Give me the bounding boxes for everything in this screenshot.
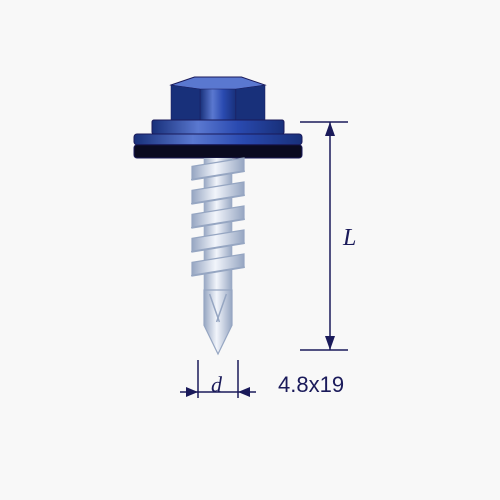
washer-rubber bbox=[134, 145, 302, 158]
dim-L-arrow-top bbox=[325, 122, 335, 136]
hex-facet-right bbox=[236, 85, 265, 120]
screw-spec-label: 4.8x19 bbox=[278, 372, 344, 398]
dimension-d-label: d bbox=[211, 372, 222, 398]
washer-metal bbox=[134, 134, 302, 145]
dim-d-arrow-right bbox=[238, 387, 250, 397]
dimension-L-label: L bbox=[343, 225, 356, 252]
hex-facet-center bbox=[200, 89, 236, 120]
dim-d-arrow-left bbox=[186, 387, 198, 397]
screw-shank bbox=[204, 158, 233, 296]
hex-facet-left bbox=[171, 85, 200, 120]
dim-L-arrow-bottom bbox=[325, 336, 335, 350]
screw-diagram bbox=[0, 0, 500, 500]
drill-tip-body bbox=[204, 290, 232, 354]
hex-flange bbox=[152, 120, 284, 134]
